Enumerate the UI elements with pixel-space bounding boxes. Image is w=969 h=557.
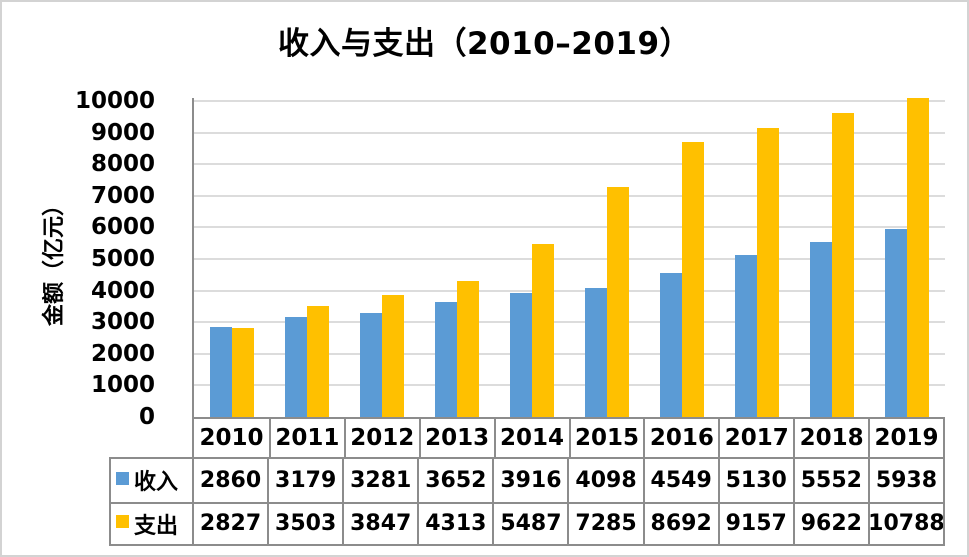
expense-bar (607, 187, 630, 417)
table-value-cell: 3503 (267, 501, 343, 544)
gridline (194, 163, 945, 165)
income-bar (359, 313, 382, 417)
series-name-label: 支出 (134, 513, 179, 539)
bar-group (720, 98, 795, 417)
table-value-cell: 2827 (192, 501, 268, 544)
bar-group (419, 98, 494, 417)
table-value-cell: 3847 (342, 501, 418, 544)
income-bar (434, 302, 457, 417)
income-bar (735, 255, 758, 417)
income-bar (885, 229, 908, 417)
gridline (194, 258, 945, 260)
income-bar (509, 293, 532, 417)
y-axis-tick-label: 8000 (90, 151, 155, 177)
bar-group (194, 98, 269, 417)
expense-legend-swatch (116, 515, 129, 529)
expense-bar (231, 328, 254, 417)
expense-bar (381, 295, 404, 417)
expense-bar (456, 281, 479, 417)
table-value-cell: 9622 (792, 501, 868, 544)
y-axis-tick-label: 10000 (74, 88, 155, 114)
table-value-cell: 2860 (192, 459, 267, 502)
table-value-cell: 5552 (792, 459, 868, 502)
income-bar (585, 288, 608, 417)
expense-bar (682, 142, 705, 417)
x-axis-category-label: 2016 (643, 419, 718, 457)
table-value-cell: 4549 (642, 459, 718, 502)
table-value-cell: 10788 (867, 501, 943, 544)
y-axis-tick-label: 9000 (90, 120, 155, 146)
income-bar (660, 273, 683, 417)
y-axis-tick-label: 4000 (90, 278, 155, 304)
table-value-cell: 3281 (342, 459, 417, 502)
x-axis-category-label: 2012 (343, 419, 419, 457)
y-axis-tick-label: 3000 (90, 309, 155, 335)
x-axis-category-label: 2015 (568, 419, 644, 457)
gridline (194, 100, 945, 102)
x-axis-category-label: 2010 (199, 425, 264, 451)
y-axis-tick-labels: 0 1000 2000 3000 4000 5000 6000 7000 8000 9000 100… (2, 2, 155, 555)
gridline (194, 384, 945, 386)
y-axis-tick-label: 5000 (90, 246, 155, 272)
table-value-cell: 3652 (417, 459, 492, 502)
table-value-cell: 8692 (642, 501, 718, 544)
x-axis-category-row: 2010 2011 2012 2013 2014 2015 2016 2017 2018 2019 (192, 417, 945, 457)
income-bar (284, 317, 307, 417)
income-legend-cell: 收入 (111, 459, 192, 502)
gridline (194, 353, 945, 355)
expense-bar (907, 98, 930, 417)
x-axis-category-label: 2011 (268, 419, 344, 457)
table-value-cell: 7285 (567, 501, 643, 544)
bar-group (269, 98, 344, 417)
table-value-cell: 5938 (867, 459, 943, 502)
gridline (194, 132, 945, 134)
expense-legend-cell: 支出 (111, 501, 192, 545)
table-value-cell: 9157 (717, 501, 793, 544)
bar-group (570, 98, 645, 417)
bar-group (870, 98, 945, 417)
y-axis-tick-label: 2000 (90, 341, 155, 367)
expense-bar (531, 244, 554, 417)
y-axis-tick-label: 0 (138, 404, 155, 430)
expense-bar (306, 306, 329, 417)
table-value-cell: 3179 (267, 459, 342, 502)
bar-group (494, 98, 569, 417)
data-table: 收入 2860 3179 3281 3652 3916 4098 4549 5130 5552 59… (109, 457, 945, 546)
chart-title: 收入与支出（2010–2019） (277, 26, 692, 62)
expense-bar (832, 113, 855, 417)
table-value-cell: 3916 (492, 459, 567, 502)
series-name-label: 收入 (134, 470, 179, 496)
bar-group (344, 98, 419, 417)
table-value-cell: 4313 (417, 501, 493, 544)
x-axis-category-label: 2018 (793, 419, 868, 457)
bar-group (645, 98, 720, 417)
x-axis-category-label: 2019 (868, 419, 943, 457)
bar-group (795, 98, 870, 417)
table-value-cell: 4098 (567, 459, 642, 502)
income-bar (209, 327, 232, 417)
income-legend-swatch (116, 471, 129, 485)
gridline (194, 321, 945, 323)
y-axis-tick-label: 7000 (90, 183, 155, 209)
x-axis-category-label: 2013 (418, 419, 494, 457)
gridline (194, 226, 945, 228)
expense-bar (757, 128, 780, 417)
gridline (194, 195, 945, 197)
plot-area (192, 98, 945, 417)
table-value-cell: 5130 (717, 459, 793, 502)
x-axis-category-label: 2014 (493, 419, 569, 457)
gridline (194, 290, 945, 292)
income-bar (810, 242, 833, 417)
y-axis-tick-label: 6000 (90, 214, 155, 240)
x-axis-category-label: 2017 (718, 419, 793, 457)
y-axis-tick-label: 1000 (90, 372, 155, 398)
table-value-cell: 5487 (492, 501, 568, 544)
